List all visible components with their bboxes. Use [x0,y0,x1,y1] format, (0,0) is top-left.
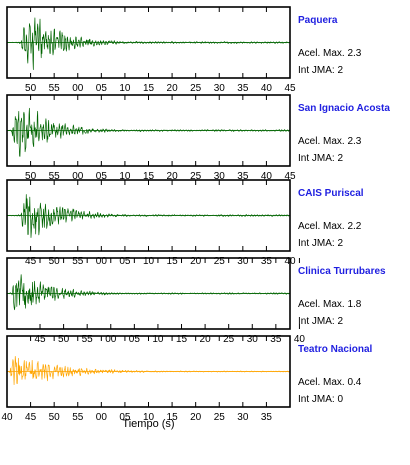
station-int-jma: Int JMA: 0 [298,394,343,405]
x-tick-label: 10 [143,256,155,267]
x-tick-label: 20 [167,171,179,182]
panel-frame [6,257,291,330]
station-accel-max: Acel. Max. 2.2 [298,221,362,232]
station-int-jma: Int JMA: 2 [298,238,343,249]
waveform-trace [7,17,290,70]
x-tick-label: 10 [143,412,155,423]
x-tick-label: 30 [214,83,226,94]
x-tick-label: 55 [72,412,84,423]
station-accel-max: Acel. Max. 2.3 [298,136,362,147]
x-tick-label: 15 [167,412,179,423]
x-tick-label: 25 [190,171,202,182]
x-tick-label: 25 [223,334,235,345]
x-tick-label: 00 [96,412,108,423]
x-tick-label: 00 [105,334,117,345]
x-tick-label: 05 [96,83,108,94]
x-tick-label: 00 [72,171,84,182]
x-tick-label: 35 [261,256,273,267]
waveform-trace [7,194,290,238]
x-tick-label: 55 [49,83,61,94]
x-tick-label: 45 [284,171,296,182]
seismogram-panel: 45 50 55 00 05 10 15 20 25 30 35 40 Clinica Turrubar… [6,257,386,345]
waveform-trace [7,274,290,311]
x-tick-label: 20 [190,256,202,267]
seismogram-panel: 40 45 50 55 00 05 10 15 20 25 30 35 Teatro Nacional A… [1,335,372,423]
x-tick-label: 10 [152,334,164,345]
station-name: Teatro Nacional [298,344,372,355]
x-tick-label: 50 [49,412,61,423]
seismogram-panel: 50 55 00 05 10 15 20 25 30 35 40 45 San Ignacio Acos… [6,94,390,182]
station-name: Clinica Turrubares [298,266,386,277]
x-tick-label: 30 [247,334,259,345]
x-tick-label: 55 [72,256,84,267]
x-tick-label: 50 [49,256,61,267]
x-tick-label: 00 [96,256,108,267]
station-accel-max: Acel. Max. 2.3 [298,48,362,59]
x-tick-label: 25 [214,256,226,267]
x-tick-label: 15 [143,171,155,182]
x-tick-label: 25 [214,412,226,423]
x-tick-label: 55 [82,334,94,345]
x-tick-label: 15 [143,83,155,94]
x-tick-label: 50 [25,83,37,94]
x-tick-label: 40 [261,171,273,182]
x-tick-label: 30 [237,256,249,267]
x-tick-label: 35 [237,83,249,94]
x-tick-label: 40 [294,334,306,345]
x-tick-label: 05 [119,412,131,423]
x-tick-label: 20 [190,412,202,423]
x-axis-title: Tiempo (s) [122,418,174,430]
x-tick-label: 45 [25,412,37,423]
x-tick-label: 35 [270,334,282,345]
x-tick-label: 10 [119,171,131,182]
x-tick-label: 10 [119,83,131,94]
x-tick-label: 00 [72,83,84,94]
x-tick-label: 20 [200,334,212,345]
x-tick-label: 40 [261,83,273,94]
x-tick-label: 55 [49,171,61,182]
station-accel-max: Acel. Max. 0.4 [298,377,362,388]
x-tick-label: 15 [176,334,188,345]
x-tick-label: 05 [119,256,131,267]
x-tick-label: 40 [1,412,13,423]
waveform-trace [7,107,290,157]
station-name: Paquera [298,15,338,26]
station-int-jma: Int JMA: 2 [298,316,343,327]
x-tick-label: 50 [25,171,37,182]
station-name: San Ignacio Acosta [298,103,390,114]
x-tick-label: 45 [25,256,37,267]
station-int-jma: Int JMA: 2 [298,65,343,76]
waveform-trace [7,355,290,385]
station-accel-max: Acel. Max. 1.8 [298,299,362,310]
x-tick-label: 35 [261,412,273,423]
x-tick-label: 45 [284,83,296,94]
seismogram-panel: 50 55 00 05 10 15 20 25 30 35 40 45 Paquera Acel. Max… [6,6,362,94]
x-tick-label: 30 [237,412,249,423]
x-tick-label: 20 [167,83,179,94]
x-tick-label: 05 [129,334,141,345]
x-tick-label: 15 [167,256,179,267]
x-tick-label: 25 [190,83,202,94]
x-tick-label: 35 [237,171,249,182]
x-tick-label: 45 [34,334,46,345]
x-tick-label: 30 [214,171,226,182]
x-tick-label: 05 [96,171,108,182]
x-tick-label: 50 [58,334,70,345]
station-name: CAIS Puriscal [298,188,364,199]
station-int-jma: Int JMA: 2 [298,153,343,164]
